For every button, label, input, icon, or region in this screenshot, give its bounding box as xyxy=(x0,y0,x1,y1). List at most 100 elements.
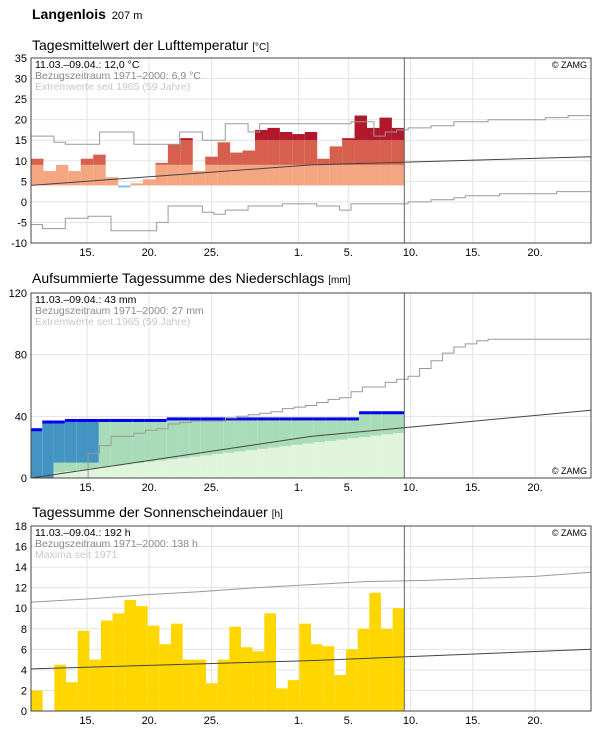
y-tick-label: 14 xyxy=(15,562,27,574)
temperature-bar-segment xyxy=(180,138,193,141)
temperature-bar-segment xyxy=(342,138,355,141)
precipitation-sum-edge xyxy=(245,417,258,421)
precipitation-area-mid xyxy=(223,419,235,453)
x-tick-label: 20. xyxy=(142,715,157,727)
temperature-bar-segment xyxy=(329,164,343,186)
precipitation-sum-edge xyxy=(347,417,360,421)
temperature-bar-segment xyxy=(93,154,106,165)
y-tick-label: 10 xyxy=(15,603,27,615)
temperature-bar-segment xyxy=(379,140,392,165)
temperature-bar-segment xyxy=(292,134,305,141)
precipitation-sum-edge xyxy=(31,428,43,432)
temperature-bar-segment xyxy=(180,164,193,186)
precipitation-area-light xyxy=(302,419,314,478)
x-tick-label: 10. xyxy=(403,247,418,259)
sunshine-bar xyxy=(101,620,113,711)
y-tick-label: 2 xyxy=(21,685,27,697)
temperature-bar-segment xyxy=(267,140,280,165)
precipitation-area-mid xyxy=(121,420,133,465)
sunshine-bar xyxy=(182,659,195,711)
temperature-bar-segment xyxy=(391,164,405,186)
x-tick-label: 15. xyxy=(465,482,480,494)
info-extremes-since: Extremwerte seit 1965 (59 Jahre) xyxy=(35,81,190,93)
precipitation-area-mid xyxy=(347,419,360,439)
sunshine-bar xyxy=(147,625,160,711)
precipitation-sum-edge xyxy=(279,417,292,421)
sunshine-bar xyxy=(241,647,253,711)
sunshine-bar xyxy=(159,644,171,711)
temperature-bar-segment xyxy=(180,140,193,165)
precipitation-sum-edge xyxy=(370,411,382,415)
temperature-bar-segment xyxy=(317,164,330,186)
x-tick-label: 10. xyxy=(403,482,418,494)
precipitation-area-mid xyxy=(359,413,371,437)
copyright-label: © ZAMG xyxy=(552,528,587,538)
x-tick-label: 15. xyxy=(465,715,480,727)
y-tick-label: 80 xyxy=(15,350,27,362)
precipitation-sum-edge xyxy=(166,417,179,421)
precipitation-area-mid xyxy=(257,419,269,449)
precipitation-area-mid xyxy=(393,413,405,433)
sunshine-bar xyxy=(311,644,323,711)
sunshine-bar xyxy=(124,600,136,711)
info-extremes-since: Extremwerte seit 1965 (59 Jahre) xyxy=(35,316,190,328)
precipitation-sum-edge xyxy=(53,420,65,424)
sunshine-bar xyxy=(66,682,78,711)
temperature-bar-segment xyxy=(242,164,255,186)
temperature-bar-segment xyxy=(267,127,280,141)
precipitation-area-light xyxy=(325,419,337,478)
sunshine-chart-title: Tagessumme der Sonnenscheindauer [h] xyxy=(32,504,283,520)
precipitation-area-light xyxy=(393,413,405,478)
temperature-bar-segment xyxy=(217,142,231,165)
copyright-label: © ZAMG xyxy=(552,466,587,476)
temperature-chart-title: Tagesmittelwert der Lufttemperatur [°C] xyxy=(32,37,269,53)
precipitation-sum-edge xyxy=(178,417,190,421)
temperature-unit: [°C] xyxy=(252,42,269,53)
temperature-bar-segment xyxy=(205,164,218,186)
data-marks xyxy=(31,411,405,478)
temperature-bar-segment xyxy=(242,150,255,165)
x-tick-label: 5. xyxy=(344,715,353,727)
sunshine-bar xyxy=(136,606,148,711)
temperature-bar-segment xyxy=(80,158,94,165)
plot-frame xyxy=(30,57,592,244)
temperature-bar-segment xyxy=(342,164,355,186)
temperature-bar-segment xyxy=(255,140,268,165)
precipitation-area-mid xyxy=(268,419,280,448)
y-tick-label: 40 xyxy=(15,411,27,423)
y-tick-label: 6 xyxy=(21,644,27,656)
y-tick-label: 120 xyxy=(9,288,27,300)
sunshine-bar xyxy=(54,664,66,711)
y-tick-label: 25 xyxy=(15,94,27,106)
station-header: Langenlois 207 m xyxy=(32,6,142,22)
data-marks xyxy=(31,592,405,711)
x-tick-label: 15. xyxy=(79,482,94,494)
x-tick-label: 15. xyxy=(465,247,480,259)
temperature-bar-segment xyxy=(354,115,367,141)
sunshine-bar xyxy=(89,659,101,711)
temperature-bar-segment xyxy=(230,164,243,186)
precipitation-area-mid xyxy=(234,419,246,452)
temperature-bar-segment xyxy=(367,140,380,165)
sunshine-bar xyxy=(322,646,335,711)
precipitation-area-mid xyxy=(178,419,190,458)
precipitation-sum-edge xyxy=(302,417,314,421)
precipitation-sum-edge xyxy=(257,417,269,421)
temperature-bar-segment xyxy=(292,140,305,165)
precipitation-area-mid xyxy=(302,419,314,444)
precipitation-sum-edge xyxy=(110,418,122,422)
sunshine-bar xyxy=(276,688,288,711)
extreme-max-line xyxy=(31,338,591,479)
temperature-bar-segment xyxy=(43,171,56,186)
y-tick-label: -10 xyxy=(11,238,27,250)
extreme-max-line xyxy=(31,115,591,145)
y-tick-label: 8 xyxy=(21,624,27,636)
precipitation-area-mid xyxy=(212,419,224,454)
x-tick-label: 1. xyxy=(294,247,303,259)
precipitation-area-mid xyxy=(370,413,382,436)
x-tick-label: 25. xyxy=(204,482,219,494)
precipitation-sum-edge xyxy=(313,417,326,421)
x-tick-label: 10. xyxy=(403,715,418,727)
precipitation-area-light xyxy=(291,419,303,478)
precipitation-area-mid xyxy=(189,419,201,457)
